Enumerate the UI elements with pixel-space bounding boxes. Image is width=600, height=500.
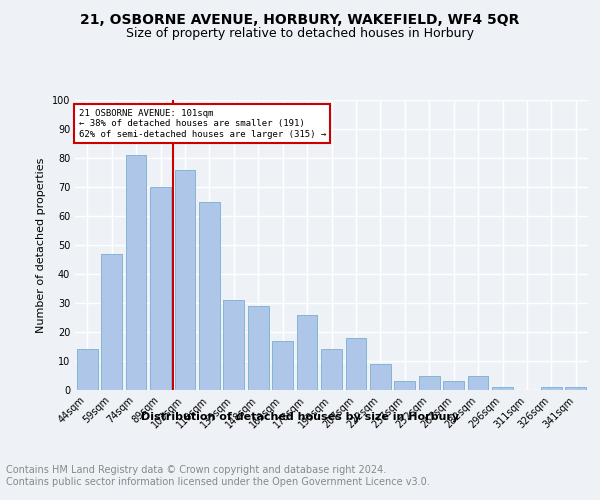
Bar	[565, 387, 586, 390]
Bar	[150, 187, 171, 390]
Text: 21, OSBORNE AVENUE, HORBURY, WAKEFIELD, WF4 5QR: 21, OSBORNE AVENUE, HORBURY, WAKEFIELD, …	[80, 12, 520, 26]
Bar	[541, 387, 562, 390]
Text: Distribution of detached houses by size in Horbury: Distribution of detached houses by size …	[141, 412, 459, 422]
Bar	[419, 376, 440, 390]
Bar	[125, 155, 146, 390]
Bar	[199, 202, 220, 390]
Bar	[321, 350, 342, 390]
Bar	[101, 254, 122, 390]
Bar	[175, 170, 196, 390]
Bar	[77, 350, 98, 390]
Bar	[370, 364, 391, 390]
Bar	[296, 314, 317, 390]
Bar	[492, 387, 513, 390]
Bar	[272, 340, 293, 390]
Text: 21 OSBORNE AVENUE: 101sqm
← 38% of detached houses are smaller (191)
62% of semi: 21 OSBORNE AVENUE: 101sqm ← 38% of detac…	[79, 108, 326, 138]
Y-axis label: Number of detached properties: Number of detached properties	[36, 158, 46, 332]
Bar	[467, 376, 488, 390]
Bar	[248, 306, 269, 390]
Bar	[223, 300, 244, 390]
Bar	[346, 338, 367, 390]
Bar	[394, 382, 415, 390]
Bar	[443, 382, 464, 390]
Text: Contains HM Land Registry data © Crown copyright and database right 2024.
Contai: Contains HM Land Registry data © Crown c…	[6, 465, 430, 486]
Text: Size of property relative to detached houses in Horbury: Size of property relative to detached ho…	[126, 28, 474, 40]
